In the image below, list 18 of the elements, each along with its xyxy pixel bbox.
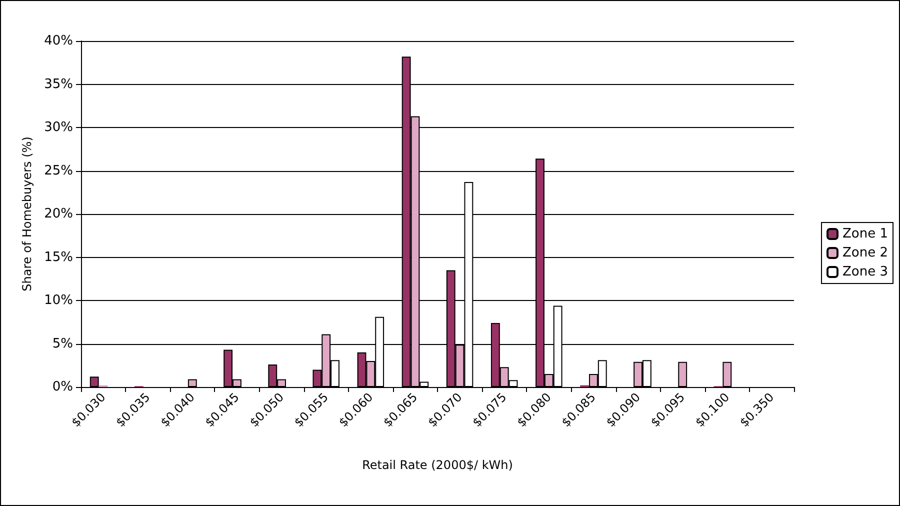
bar — [90, 376, 99, 387]
legend-label: Zone 2 — [842, 246, 888, 260]
y-tick-label: 10% — [44, 293, 73, 308]
y-axis-title: Share of Homebuyers (%) — [20, 136, 34, 292]
bar — [722, 362, 732, 387]
legend-label: Zone 1 — [842, 226, 888, 242]
x-axis-title: Retail Rate (2000$/ kWh) — [362, 458, 513, 472]
y-tick-label: 20% — [44, 206, 73, 222]
y-tick-label: 25% — [44, 163, 73, 178]
y-tick-label: 15% — [44, 250, 73, 265]
y-tick-label: 5% — [52, 336, 73, 352]
y-tick-label: 40% — [44, 34, 73, 48]
y-tick-label: 0% — [52, 380, 73, 394]
legend-label: Zone 3 — [842, 264, 888, 280]
y-tick-label: 35% — [44, 76, 73, 92]
y-tick-label: 30% — [44, 120, 73, 135]
bar — [188, 379, 197, 387]
bar — [678, 362, 688, 387]
